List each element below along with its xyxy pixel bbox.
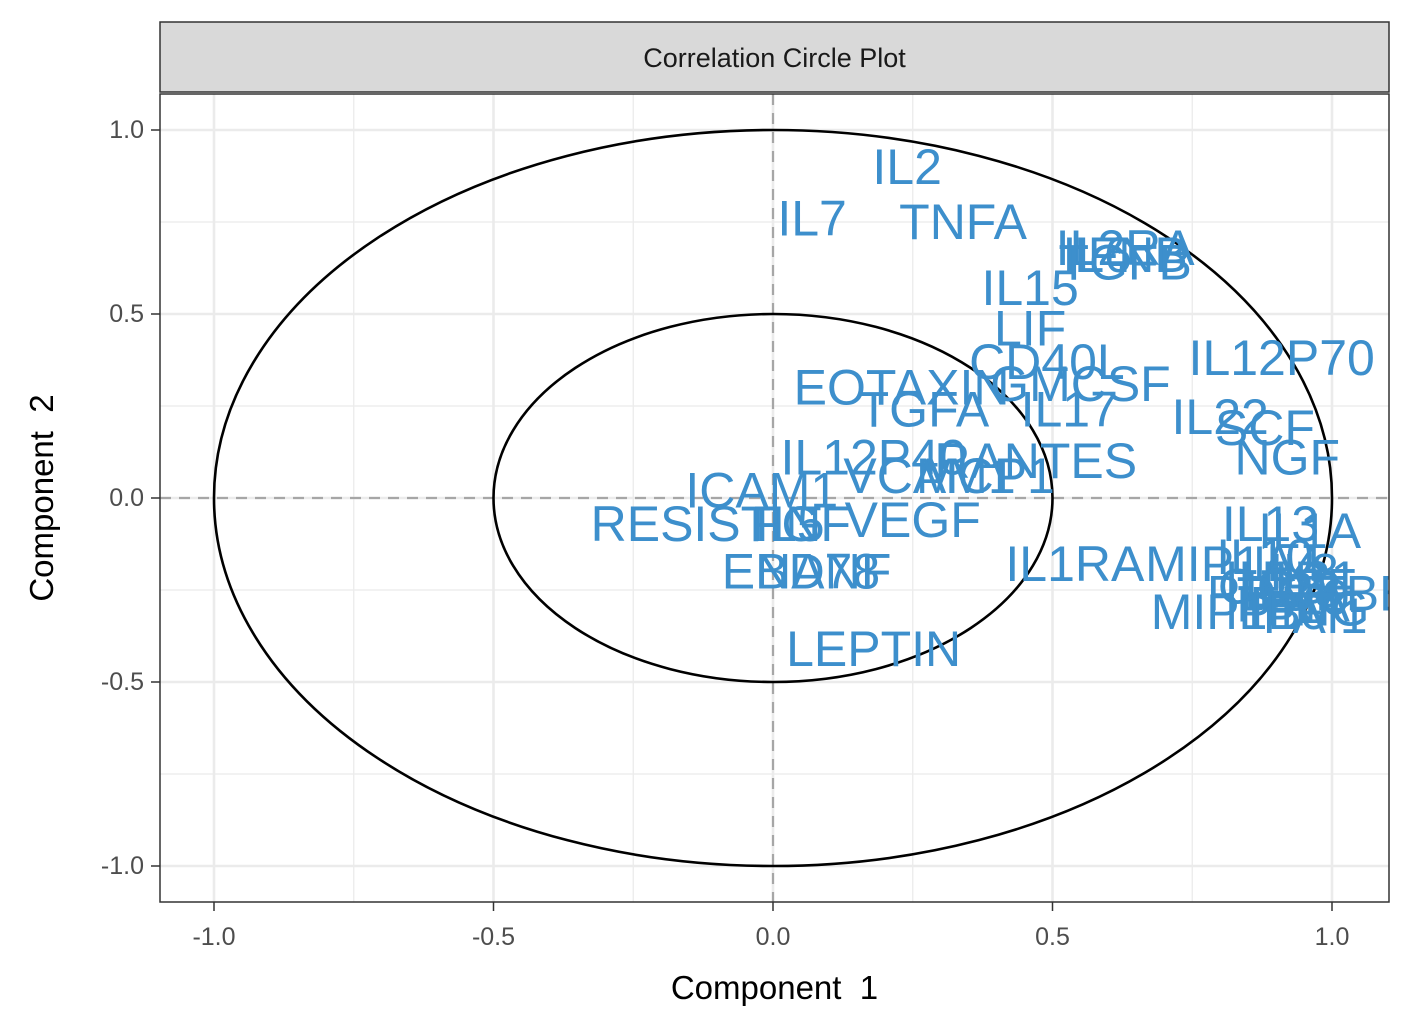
variable-label-il1a: IL1A <box>1258 503 1362 559</box>
y-tick-label: -0.5 <box>101 668 144 696</box>
variable-label-fgf: FGF <box>751 496 851 552</box>
variable-label-gmcsf: GMCSF <box>990 356 1171 412</box>
variable-label-tnfa: TNFA <box>899 194 1027 250</box>
variable-label-vegf: VEGF <box>845 492 981 548</box>
variable-label-il8: IL8 <box>1269 544 1339 600</box>
x-axis-title: Component 1 <box>671 969 878 1006</box>
variable-label-resistin: RESISTIN <box>591 496 822 552</box>
x-tick-label: 0.0 <box>756 923 791 951</box>
y-axis-title: Component 2 <box>23 394 60 601</box>
correlation-circles <box>212 128 1334 868</box>
variable-label-il17: IL17 <box>1021 382 1118 438</box>
chart-title: Correlation Circle Plot <box>643 43 906 73</box>
variable-label-il1ra: IL1RA <box>1005 536 1145 592</box>
y-tick-label: -1.0 <box>101 852 144 880</box>
variable-label-ifnb: IFNB <box>1074 227 1188 283</box>
x-tick-label: 1.0 <box>1315 923 1350 951</box>
variable-label-icam1: ICAM1 <box>685 463 838 519</box>
variable-label-gcsf: GCSF <box>1218 558 1357 614</box>
variable-label-tgfa: TGFA <box>859 382 990 438</box>
facet-strip <box>159 21 1390 93</box>
variable-label-bdnf: BDNF <box>755 544 891 600</box>
variable-label-il23: IL23 <box>1244 562 1341 618</box>
y-tick-label: 0.5 <box>109 300 144 328</box>
variable-label-pai1: PAI1 <box>1263 588 1368 644</box>
variable-label-mip1b: MIP1B <box>1151 584 1301 640</box>
circle-radius-0.5 <box>492 312 1054 684</box>
variable-label-il12p70: IL12P70 <box>1189 330 1375 386</box>
variable-label-pdgfbb: PDGFBB <box>1207 566 1412 622</box>
variable-label-il12p40: IL12P40 <box>780 430 966 486</box>
circle-radius-1 <box>212 128 1334 868</box>
variable-label-il7: IL7 <box>777 190 847 246</box>
variable-label-vcam1: VCAM1 <box>843 448 1015 504</box>
variable-label-il22: IL22 <box>1172 389 1269 445</box>
y-tick-label: 0.0 <box>109 484 144 512</box>
variable-label-ngf: NGF <box>1235 430 1341 486</box>
variable-label-ip10: IP10 <box>1225 584 1328 640</box>
variable-label-ifng: IFNG <box>1250 580 1369 636</box>
variable-label-lif: LIF <box>994 301 1066 357</box>
variable-label-mcp1: MCP1 <box>916 448 1055 504</box>
variable-label-il13: IL13 <box>1222 496 1319 552</box>
variable-label-il1b: IL1B <box>1225 551 1328 607</box>
variable-label-il21: IL21 <box>1261 551 1358 607</box>
x-axis: -1.0 -0.5 0.0 0.5 1.0 <box>192 902 1349 951</box>
variable-label-il15: IL15 <box>981 260 1078 316</box>
variable-label-il9: IL9 <box>1280 569 1350 625</box>
variable-label-il5: IL5 <box>755 496 825 552</box>
variable-label-ena78: ENA78 <box>722 544 880 600</box>
variable-label-eotaxin: EOTAXIN <box>794 360 1010 416</box>
variable-label-il2: IL2 <box>872 139 942 195</box>
variable-label-leptin: LEPTIN <box>786 621 961 677</box>
variable-label-scf: SCF <box>1215 400 1315 456</box>
y-tick-label: 1.0 <box>109 116 144 144</box>
variable-label-ifna: IFNA <box>1236 577 1351 633</box>
x-tick-label: 0.5 <box>1035 923 1070 951</box>
variable-label-mip1a: MIP1A <box>1145 536 1296 592</box>
variable-label-il10: IL10 <box>1216 529 1313 585</box>
variable-label-il2ra: IL2RA <box>1056 220 1196 276</box>
variable-label-tgfb: TGFB <box>1059 234 1192 290</box>
zero-reference-lines <box>160 94 1389 902</box>
y-axis: 1.0 0.5 0.0 -0.5 -1.0 <box>101 116 160 880</box>
variable-label-il4: IL4 <box>1253 536 1323 592</box>
variable-label-il6: IL6 <box>1062 227 1132 283</box>
x-tick-label: -0.5 <box>472 923 515 951</box>
x-tick-label: -1.0 <box>192 923 235 951</box>
variable-label-cd40l: CD40L <box>969 334 1125 390</box>
variable-label-rantes: RANTES <box>934 433 1137 489</box>
